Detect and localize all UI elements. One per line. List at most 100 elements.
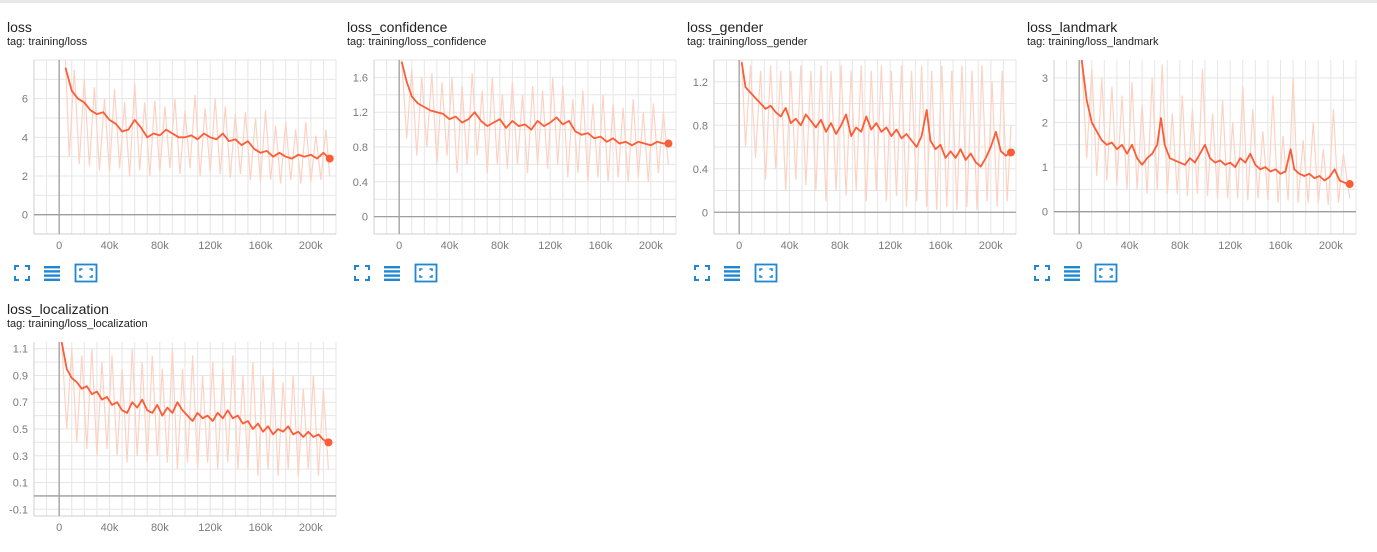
fit-domain-icon[interactable] [74,263,98,283]
x-tick-label: 80k [151,240,169,252]
x-tick-label: 80k [491,240,509,252]
x-tick-label: 120k [1218,240,1242,252]
raw-series-line [61,342,329,476]
data-table-icon[interactable] [722,263,742,283]
x-tick-label: 160k [1269,240,1293,252]
x-tick-label: 80k [831,240,849,252]
fit-domain-icon-glyph [74,263,98,283]
x-tick-label: 0 [736,240,742,252]
y-tick-label: 0.4 [353,177,368,189]
chart-tag: tag: training/loss_landmark [1027,36,1159,48]
fit-domain-icon[interactable] [414,263,438,283]
data-table-icon-glyph [44,266,60,281]
y-tick-label: 0.8 [693,120,708,132]
data-table-icon[interactable] [382,263,402,283]
y-tick-label: 4 [22,132,28,144]
data-table-icon[interactable] [42,263,62,283]
raw-series-line [64,60,331,184]
x-tick-label: 200k [979,240,1003,252]
y-tick-label: 2 [1042,117,1048,129]
chart-card-loss-confidence: loss_confidence tag: training/loss_confi… [340,0,680,283]
chart-title: loss_localization [7,301,109,317]
y-tick-label: 0 [702,207,708,219]
expand-icon-glyph [354,265,370,281]
raw-series-line [401,60,669,182]
x-tick-label: 200k [299,240,323,252]
x-tick-label: 200k [639,240,663,252]
y-tick-label: 0 [1042,207,1048,219]
chart-card-loss-landmark: loss_landmark tag: training/loss_landmar… [1020,0,1360,283]
fit-domain-icon-glyph [414,263,438,283]
last-point-marker [1006,148,1015,157]
y-tick-label: 0.9 [13,370,28,382]
expand-icon[interactable] [352,263,372,283]
data-table-icon[interactable] [1062,263,1082,283]
x-tick-label: 160k [929,240,953,252]
chart-tag: tag: training/loss [7,36,88,48]
expand-icon[interactable] [12,263,32,283]
last-point-marker [325,154,334,163]
chart-title: loss_landmark [1027,19,1118,35]
chart-title: loss_gender [687,19,764,35]
line-chart[interactable]: 0 40k 80k 120k 160k 200k -0.1 0.1 0.3 0.5 0.7 0.9 1.… [0,338,340,542]
chart-tag: tag: training/loss_confidence [347,36,487,48]
smoothed-series-line [64,67,331,160]
smoothed-series-line [740,62,1012,168]
y-tick-label: 0.1 [13,478,28,490]
y-tick-label: 2 [22,171,28,183]
y-tick-label: 1 [1042,162,1048,174]
expand-icon[interactable] [692,263,712,283]
chart-tag: tag: training/loss_localization [7,318,148,330]
data-table-icon-glyph [1064,266,1080,281]
y-tick-label: 1.2 [693,77,708,89]
x-tick-label: 120k [198,240,222,252]
line-chart[interactable]: 0 40k 80k 120k 160k 200k 0 0.4 0.8 1.2 1.6 [340,56,680,260]
line-chart[interactable]: 0 40k 80k 120k 160k 200k 0 0.4 0.8 1.2 [680,56,1020,260]
x-tick-label: 40k [1121,240,1139,252]
x-tick-label: 120k [878,240,902,252]
x-tick-label: 200k [299,522,323,534]
raw-series-line [741,60,1012,211]
last-point-marker [664,139,673,148]
x-tick-label: 120k [538,240,562,252]
y-tick-label: 0.8 [353,142,368,154]
y-tick-label: 3 [1042,73,1048,85]
y-tick-label: 6 [22,94,28,106]
fit-domain-icon[interactable] [754,263,778,283]
x-tick-label: 0 [396,240,402,252]
y-tick-label: 1.2 [353,107,368,119]
x-tick-label: 0 [56,522,62,534]
y-tick-label: -0.1 [9,504,28,516]
line-chart[interactable]: 0 40k 80k 120k 160k 200k 0 2 4 6 [0,56,340,260]
expand-icon[interactable] [1032,263,1052,283]
raw-series-line [1081,60,1351,206]
last-point-marker [1345,180,1354,189]
smoothed-series-line [1080,60,1350,185]
y-tick-label: 0.3 [13,451,28,463]
expand-icon-glyph [14,265,30,281]
x-tick-label: 40k [101,240,119,252]
last-point-marker [324,438,333,447]
data-table-icon-glyph [724,266,740,281]
chart-card-loss-localization: loss_localization tag: training/loss_loc… [0,282,340,552]
y-tick-label: 1.1 [13,344,28,356]
x-tick-label: 160k [249,240,273,252]
data-table-icon-glyph [384,266,400,281]
fit-domain-icon-glyph [754,263,778,283]
y-tick-label: 0 [22,210,28,222]
chart-title: loss [7,19,32,35]
chart-title: loss_confidence [347,19,448,35]
x-tick-label: 160k [589,240,613,252]
y-tick-label: 0.7 [13,397,28,409]
y-tick-label: 0.5 [13,424,28,436]
line-chart[interactable]: 0 40k 80k 120k 160k 200k 0 1 2 3 [1020,56,1360,260]
top-divider [0,0,1377,3]
expand-icon-glyph [1034,265,1050,281]
fit-domain-icon[interactable] [1094,263,1118,283]
x-tick-label: 40k [441,240,459,252]
x-tick-label: 80k [1171,240,1189,252]
y-tick-label: 1.6 [353,72,368,84]
smoothed-series-line [400,61,669,147]
expand-icon-glyph [694,265,710,281]
x-tick-label: 0 [1076,240,1082,252]
